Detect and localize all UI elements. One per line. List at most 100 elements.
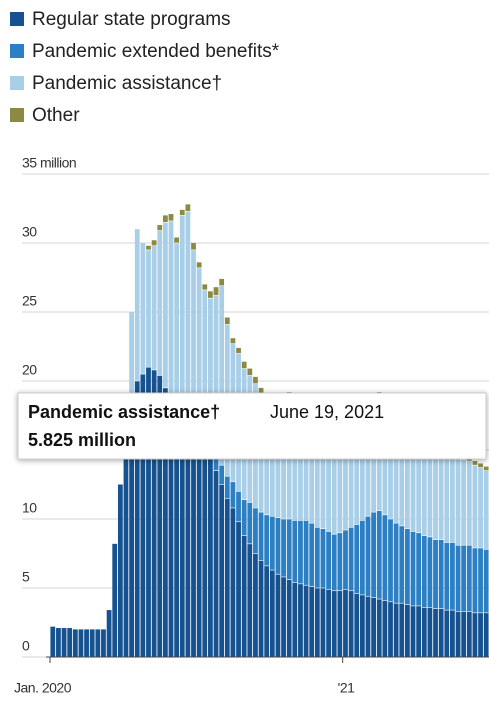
bar-segment — [146, 249, 151, 368]
y-tick-label: 0 — [22, 638, 30, 654]
bar-segment — [472, 612, 478, 657]
bar-segment — [472, 461, 478, 466]
legend-label: Regular state programs — [32, 9, 231, 30]
bar-segment — [185, 211, 191, 419]
bar-segment — [185, 204, 191, 212]
tooltip-value: 5.825 million — [28, 430, 136, 450]
bar-segment — [388, 519, 393, 602]
bar-segment — [331, 409, 337, 535]
bar-segment — [376, 599, 382, 657]
bar-segment — [213, 454, 219, 471]
bar-segment — [140, 243, 146, 375]
bar-segment — [466, 611, 472, 657]
bar-segment — [444, 610, 450, 657]
bar-segment — [472, 547, 478, 613]
bar-segment — [174, 408, 180, 657]
legend-label: Pandemic extended benefits* — [32, 41, 280, 62]
bar-segment — [157, 375, 163, 657]
bar-segment — [241, 535, 247, 657]
bar-segment — [309, 398, 315, 524]
bar-segment — [140, 374, 146, 657]
bar-segment — [326, 531, 331, 590]
bar-segment — [455, 458, 461, 546]
bar-segment — [196, 436, 202, 657]
bar-segment — [219, 278, 225, 286]
bar-segment — [483, 470, 489, 550]
bar-segment — [416, 605, 422, 657]
x-tick-label: Jan. 2020 — [14, 680, 72, 696]
bar-segment — [303, 585, 309, 657]
bar-segment — [168, 214, 174, 221]
bar-segment — [354, 524, 360, 594]
bar-segment — [455, 611, 461, 657]
bar-segment — [269, 570, 275, 657]
bar-segment — [196, 262, 202, 268]
bar-segment — [157, 225, 163, 231]
bar-segment — [162, 387, 168, 657]
bar-segment — [191, 249, 196, 423]
bar-segment — [281, 576, 286, 657]
bar-segment — [264, 514, 270, 566]
tooltip-date: June 19, 2021 — [270, 402, 384, 422]
bar-segment — [450, 610, 455, 657]
bar-segment — [208, 298, 213, 444]
bar-segment — [461, 545, 467, 612]
bar-segment — [258, 387, 264, 394]
bar-segment — [281, 401, 286, 519]
bar-segment — [450, 454, 455, 543]
bar-segment — [286, 519, 292, 580]
bar-segment — [236, 521, 241, 657]
bar-segment — [230, 507, 236, 657]
bar-segment — [117, 484, 123, 657]
bar-segment — [56, 628, 61, 657]
y-tick-label: 10 — [22, 500, 37, 516]
bar-segment — [208, 456, 213, 657]
bar-segment — [224, 317, 230, 325]
bar-segment — [179, 209, 185, 216]
bar-segment — [404, 528, 410, 605]
bar-segment — [359, 520, 365, 595]
bar-segment — [438, 448, 444, 540]
bar-segment — [433, 539, 438, 609]
bar-segment — [303, 520, 309, 586]
bar-segment — [365, 596, 371, 657]
bar-segment — [61, 628, 67, 657]
bar-segment — [314, 527, 320, 588]
tooltip-series: Pandemic assistance† — [28, 402, 220, 422]
bar-segment — [247, 502, 253, 544]
bar-segment — [72, 629, 78, 657]
legend-swatch — [10, 108, 24, 122]
legend-label: Other — [32, 105, 80, 126]
bar-segment — [247, 368, 253, 376]
bar-segment — [157, 230, 163, 376]
bar-segment — [151, 245, 157, 370]
bar-segment — [320, 588, 326, 657]
bar-segment — [354, 593, 360, 657]
bar-segment — [371, 597, 377, 657]
bar-segment — [416, 532, 422, 606]
bar-segment — [168, 220, 174, 398]
bar-segment — [106, 610, 112, 657]
y-tick-label: 35 million — [22, 155, 76, 171]
bar-segment — [146, 245, 151, 250]
bar-segment — [213, 470, 219, 657]
bar-segment — [151, 369, 157, 657]
bar-segment — [410, 531, 416, 606]
bar-segment — [309, 586, 315, 657]
bar-segment — [208, 291, 213, 299]
bar-segment — [286, 579, 292, 657]
bar-segment — [438, 608, 444, 657]
bar-segment — [466, 461, 472, 546]
bar-segment — [179, 415, 185, 657]
bar-segment — [241, 361, 247, 369]
bar-segment — [112, 543, 118, 657]
bar-segment — [393, 418, 399, 524]
bar-segment — [421, 440, 427, 536]
bar-segment — [365, 405, 371, 517]
bar-segment — [67, 628, 73, 657]
bar-segment — [393, 603, 399, 657]
bar-segment — [483, 466, 489, 471]
bar-segment — [337, 411, 343, 533]
bar-segment — [376, 510, 382, 600]
bar-segment — [348, 590, 354, 657]
